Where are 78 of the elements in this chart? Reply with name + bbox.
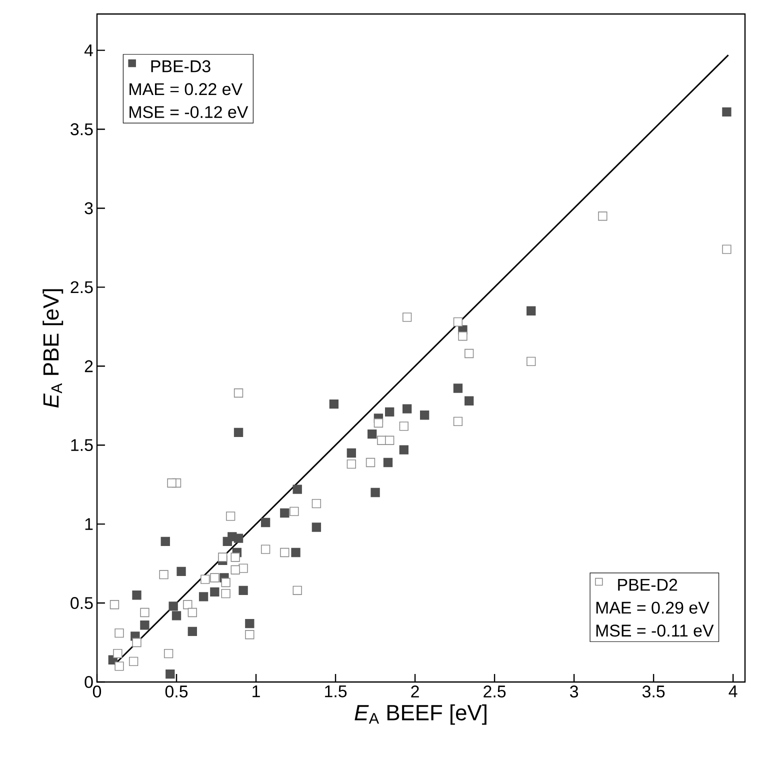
x-tick-label: 3 [570,686,578,698]
point [280,548,290,558]
point [234,388,244,398]
point [110,600,120,610]
point [260,518,270,528]
x-tick-label: 3.5 [642,686,665,698]
point [464,396,474,406]
point [312,522,322,532]
point [188,608,197,618]
point [230,552,240,562]
y-tick-label: 1.5 [71,439,93,452]
legend-label: PBE-D2 [618,578,678,591]
point [280,508,290,518]
point [383,458,393,468]
x-tick-label: 2 [411,686,419,698]
point [399,445,408,454]
point [722,107,732,116]
point [218,552,228,562]
annotation: MSE = -0.12 eV [130,106,248,118]
point [140,620,150,630]
point [464,348,474,358]
x-axis-title: E$_{A}$ BEEF [eV] [354,704,486,725]
point [453,416,463,426]
point [166,670,175,679]
point [346,448,356,458]
point [374,418,384,428]
x-tick-label: 0 [92,686,102,698]
point [172,611,182,620]
point [210,587,220,597]
point [292,484,302,494]
point [453,384,463,393]
y-tick-label: 3.5 [70,123,93,136]
point [420,410,430,420]
point [167,478,176,488]
point [370,488,380,498]
point [198,592,208,602]
x-tick-label: 2.5 [484,686,506,698]
x-tick-label: 1.5 [325,686,347,698]
point [234,534,244,543]
point [132,590,142,600]
point [458,332,468,341]
point [234,428,244,438]
point [222,536,232,546]
point [312,498,322,508]
point [526,306,536,316]
annotation: MAE = 0.29 eV [596,602,710,614]
point [245,618,254,628]
y-tick-label: 0.5 [70,597,93,610]
point [238,586,248,595]
point [176,566,186,576]
y-axis-title: E$_{A}$ PBE [eV] [42,289,64,408]
point [329,399,339,409]
y-tick-label: 2.5 [70,281,93,294]
x-tick-label: 0.5 [165,686,188,698]
y-tick-label: 2 [84,360,93,372]
y-tick-label: 3 [84,202,93,214]
point [132,638,142,648]
point [368,429,377,439]
point [221,578,230,588]
point [366,458,376,468]
point [188,626,197,636]
point [291,548,300,558]
point [200,574,210,584]
x-tick-label: 1 [252,686,260,698]
annotation: MAE = 0.22 eV [130,83,242,96]
annotation: MSE = -0.11 eV [596,624,714,637]
point [160,536,170,546]
point [164,648,174,658]
point [402,404,412,414]
point [453,317,463,327]
y-tick-label: 4 [84,44,93,56]
point [113,648,122,658]
legend-label: PBE-D3 [151,60,210,72]
y-tick-label: 0 [84,676,93,688]
y-tick-label: 1 [85,518,93,530]
x-tick-label: 4 [728,686,738,698]
point [385,407,394,417]
point [168,602,178,611]
